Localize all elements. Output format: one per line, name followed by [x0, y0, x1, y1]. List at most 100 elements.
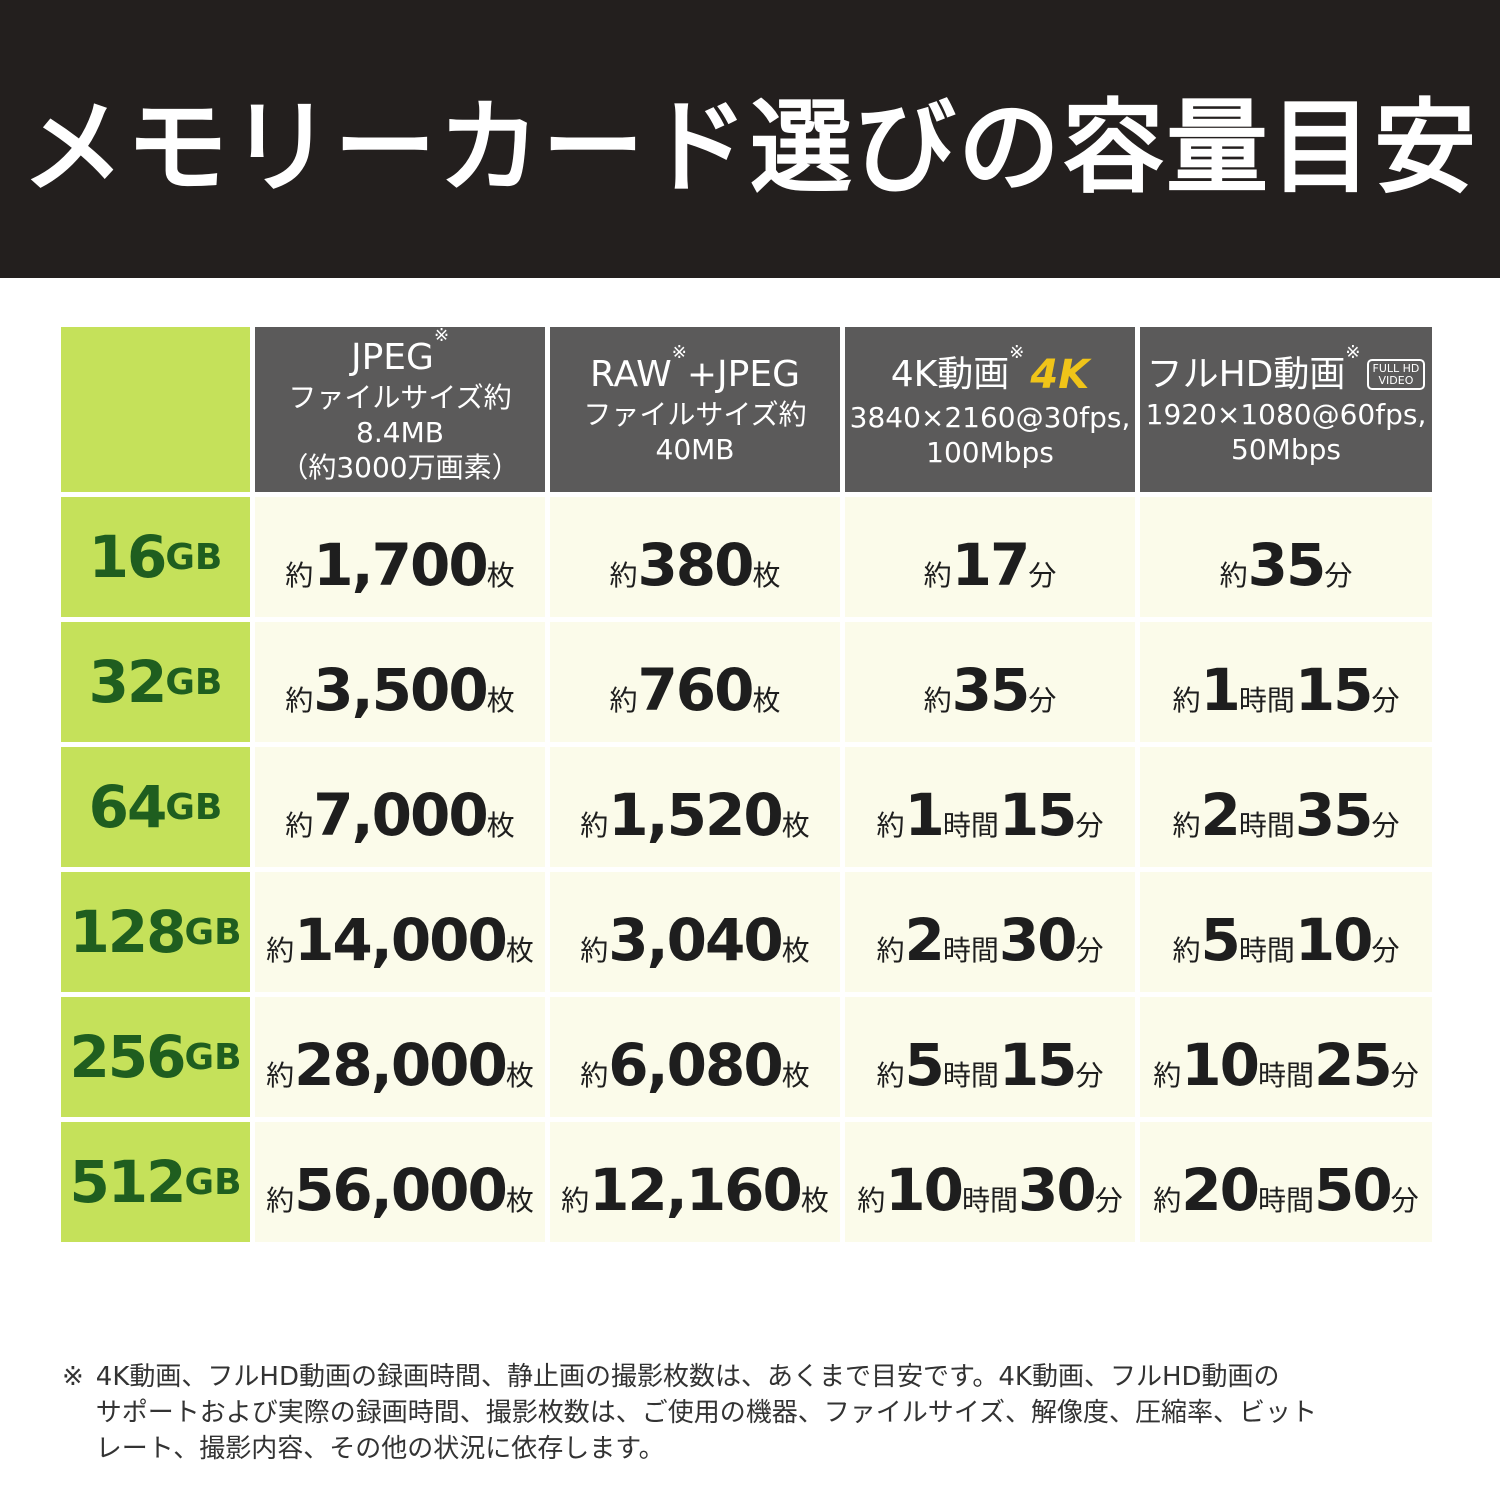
value-number: 5	[1200, 906, 1240, 974]
value-unit: 枚	[505, 1059, 534, 1092]
value-unit: 分	[1028, 684, 1057, 717]
value-number: 35	[1247, 531, 1327, 599]
value-number: 1,520	[608, 781, 783, 849]
capacity-number: 32	[88, 648, 168, 716]
value-unit: 分	[1028, 559, 1057, 592]
value-number: 28,000	[294, 1031, 508, 1099]
value-cell: 約 5 時間 15 分	[845, 997, 1135, 1117]
value-number: 50	[1314, 1156, 1393, 1224]
value-unit: 枚	[486, 809, 515, 842]
title-part: フルHD動画	[1146, 354, 1346, 395]
value-cell: 約 1 時間 15 分	[845, 747, 1135, 867]
column-title: フルHD動画※ FULL HD VIDEO	[1146, 342, 1426, 397]
value-number: 7,000	[313, 781, 488, 849]
value-unit: 枚	[800, 1184, 829, 1217]
capacity-cell: 32 GB	[61, 622, 250, 742]
capacity-number: 128	[69, 898, 186, 966]
value-unit: 約	[266, 934, 295, 967]
value-cell: 約 3,500 枚	[255, 622, 545, 742]
value-unit: 枚	[486, 684, 515, 717]
badge-fullhd: FULL HD VIDEO	[1366, 358, 1426, 391]
capacity-cell: 512 GB	[61, 1122, 250, 1242]
corner-cell	[61, 327, 250, 492]
capacity-number: 64	[88, 773, 168, 841]
value-cell: 約 14,000 枚	[255, 872, 545, 992]
value-unit: 時間	[942, 809, 999, 842]
value-number: 3,500	[313, 656, 488, 724]
value-cell: 約 7,000 枚	[255, 747, 545, 867]
value-cell: 約 17 分	[845, 497, 1135, 617]
value-cell: 約 12,160 枚	[550, 1122, 840, 1242]
value-unit: 約	[580, 934, 609, 967]
title-text: RAW※+JPEG	[590, 342, 801, 397]
value-cell: 約 10 時間 30 分	[845, 1122, 1135, 1242]
value-number: 1	[904, 781, 944, 849]
value-unit: 枚	[781, 1059, 810, 1092]
value-cell: 約 35 分	[1140, 497, 1432, 617]
capacity-number: 256	[69, 1023, 186, 1091]
badge-line: VIDEO	[1378, 373, 1414, 387]
value-number: 10	[1294, 906, 1374, 974]
value-number: 35	[951, 656, 1031, 724]
value-number: 5	[904, 1031, 944, 1099]
value-number: 380	[637, 531, 754, 599]
value-cell: 約 28,000 枚	[255, 997, 545, 1117]
value-unit: 枚	[505, 934, 534, 967]
column-title: 4K動画※ 4K	[891, 342, 1089, 400]
title-part: +JPEG	[686, 354, 801, 395]
value-unit: 約	[580, 809, 609, 842]
capacity-unit: GB	[165, 786, 223, 828]
value-unit: 枚	[781, 934, 810, 967]
value-unit: 時間	[1238, 809, 1295, 842]
value-number: 10	[885, 1156, 964, 1224]
value-unit: 分	[1075, 809, 1104, 842]
footnote: ※ 4K動画、フルHD動画の録画時間、静止画の撮影枚数は、あくまで目安です。4K…	[62, 1360, 1442, 1468]
value-number: 17	[951, 531, 1031, 599]
capacity-cell: 128 GB	[61, 872, 250, 992]
value-unit: 約	[876, 809, 905, 842]
column-header: JPEG※ ファイルサイズ約8.4MB （約3000万画素）	[255, 324, 545, 492]
value-unit: 約	[609, 559, 638, 592]
value-unit: 約	[609, 684, 638, 717]
value-unit: 枚	[781, 809, 810, 842]
value-unit: 約	[561, 1184, 590, 1217]
capacity-number: 16	[88, 523, 168, 591]
value-number: 30	[1018, 1156, 1097, 1224]
value-unit: 約	[923, 559, 952, 592]
column-subtitle: 50Mbps	[1231, 433, 1341, 466]
column-subtitle: ファイルサイズ約8.4MB	[288, 380, 512, 449]
note-mark: ※	[1345, 342, 1361, 363]
value-unit: 約	[1172, 809, 1201, 842]
value-unit: 約	[876, 1059, 905, 1092]
value-unit: 分	[1371, 684, 1400, 717]
footnote-text: 4K動画、フルHD動画の録画時間、静止画の撮影枚数は、あくまで目安です。4K動画…	[96, 1360, 1317, 1468]
capacity-cell: 16 GB	[61, 497, 250, 617]
column-title: RAW※+JPEG	[590, 342, 801, 397]
value-cell: 約 5 時間 10 分	[1140, 872, 1432, 992]
capacity-cell: 256 GB	[61, 997, 250, 1117]
value-number: 6,080	[608, 1031, 783, 1099]
value-unit: 約	[1153, 1059, 1182, 1092]
capacity-unit: GB	[184, 1036, 242, 1078]
value-unit: 分	[1075, 934, 1104, 967]
capacity-unit: GB	[165, 661, 223, 703]
capacity-unit: GB	[184, 911, 242, 953]
value-cell: 約 2 時間 35 分	[1140, 747, 1432, 867]
value-unit: 時間	[1238, 934, 1295, 967]
value-unit: 分	[1390, 1184, 1419, 1217]
value-unit: 分	[1324, 559, 1353, 592]
value-unit: 約	[857, 1184, 886, 1217]
note-mark: ※	[433, 324, 450, 346]
footnote-line: レート、撮影内容、その他の状況に依存します。	[95, 1433, 665, 1464]
value-number: 35	[1294, 781, 1374, 849]
column-header: フルHD動画※ FULL HD VIDEO 1920×1080@60fps, 50Mbp…	[1140, 327, 1432, 492]
note-mark: ※	[1009, 342, 1025, 363]
value-unit: 枚	[505, 1184, 534, 1217]
column-subtitle: （約3000万画素）	[280, 450, 520, 484]
value-unit: 分	[1390, 1059, 1419, 1092]
badge-line: FULL HD	[1372, 361, 1420, 375]
value-unit: 約	[1153, 1184, 1182, 1217]
value-unit: 枚	[486, 559, 515, 592]
